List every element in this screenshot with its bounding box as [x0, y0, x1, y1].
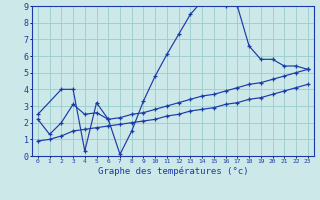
X-axis label: Graphe des températures (°c): Graphe des températures (°c)	[98, 166, 248, 176]
